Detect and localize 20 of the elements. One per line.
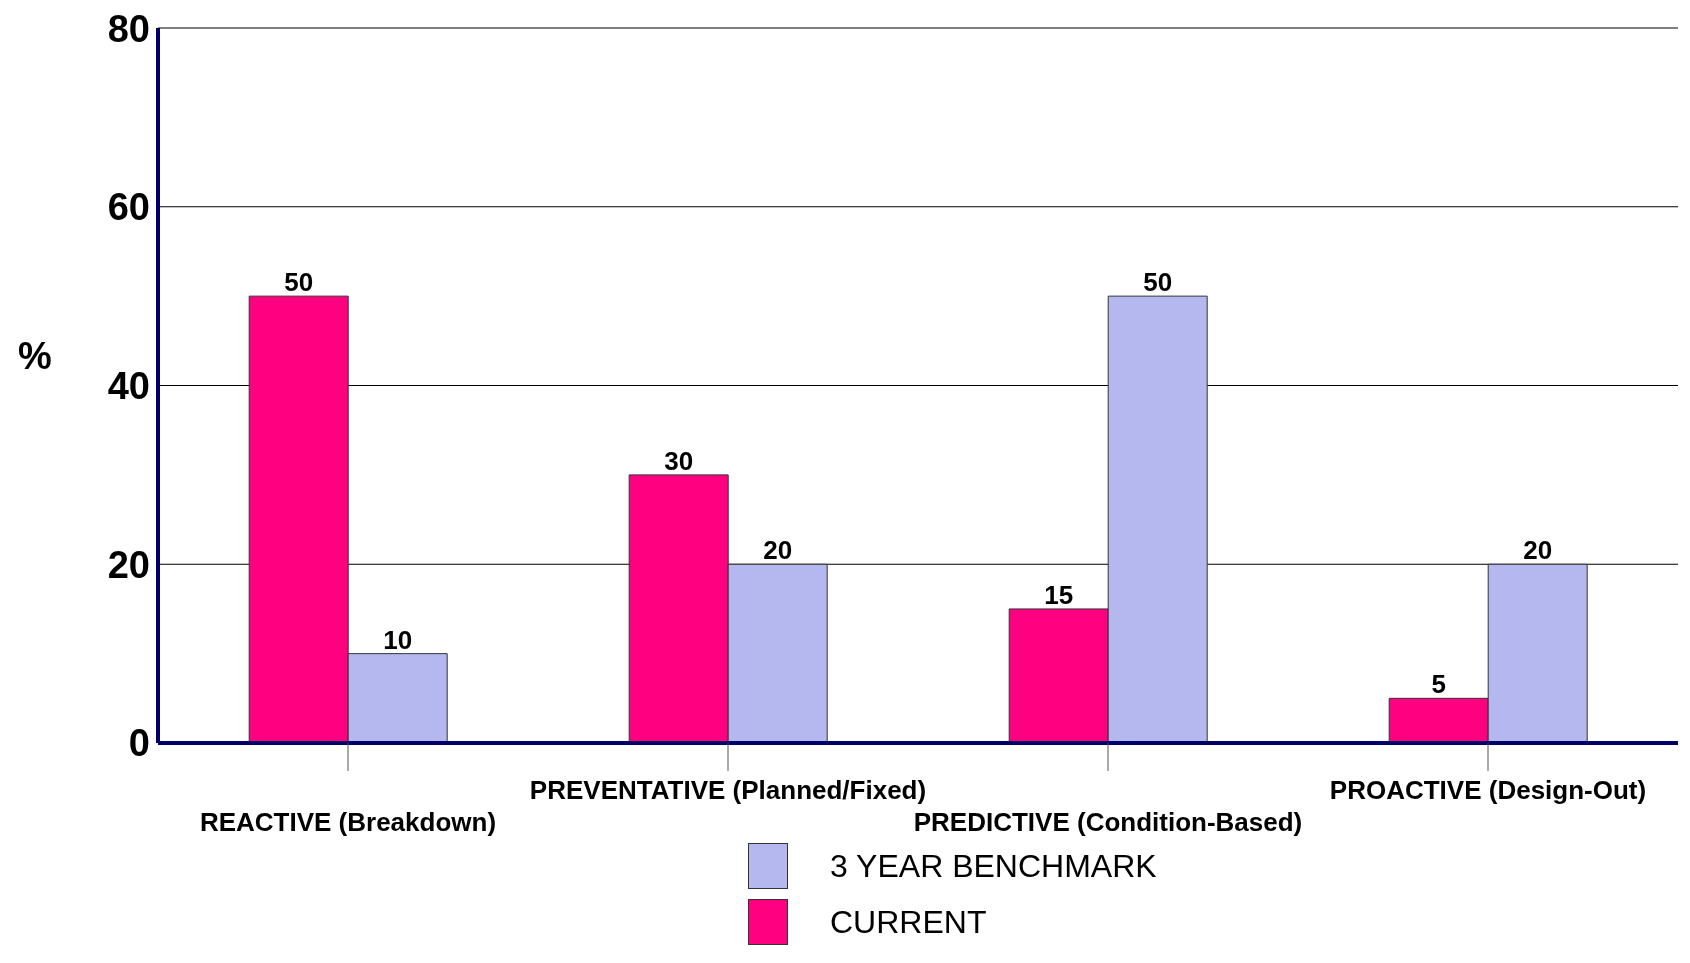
legend-label: 3 YEAR BENCHMARK [830, 847, 1157, 885]
legend-label: CURRENT [830, 903, 987, 941]
y-axis-title: % [18, 334, 52, 377]
x-tick-label: PREDICTIVE (Condition-Based) [913, 807, 1303, 837]
y-tick-label: 40 [107, 364, 150, 407]
data-label: 50 [284, 267, 314, 298]
data-label: 50 [1143, 267, 1173, 298]
x-tick-label: PREVENTATIVE (Planned/Fixed) [529, 775, 927, 805]
y-tick-label: 20 [107, 543, 150, 586]
y-tick-label: 0 [128, 722, 150, 765]
y-tick-label: 60 [107, 186, 150, 229]
x-tick-label: REACTIVE (Breakdown) [199, 807, 497, 837]
data-label: 20 [763, 535, 793, 566]
y-tick-label: 80 [107, 7, 150, 50]
data-label: 5 [1431, 669, 1446, 700]
data-label: 30 [664, 445, 694, 476]
data-label: 10 [383, 624, 413, 655]
x-tick-label: PROACTIVE (Design-Out) [1329, 775, 1647, 805]
data-label: 20 [1523, 535, 1553, 566]
data-label: 15 [1044, 579, 1074, 610]
